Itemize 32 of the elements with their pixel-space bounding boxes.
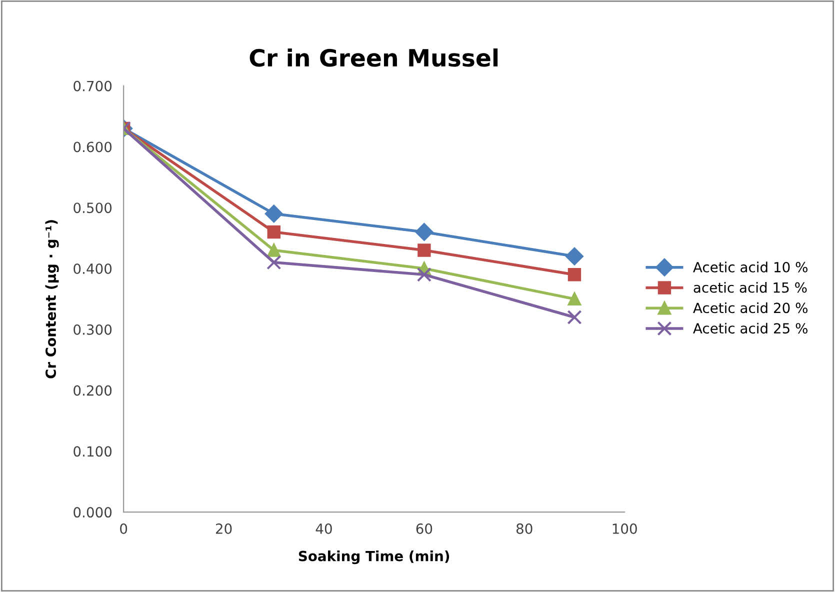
point [567,310,582,325]
y-tick-label: 0.500 [74,202,112,214]
y-axis-title: Cr Content (µg · g⁻¹) [45,220,59,378]
legend-label: acetic acid 15 % [694,282,807,293]
point [415,223,434,241]
x-tick-label: 0 [120,523,128,534]
x-tick-label: 20 [216,523,232,534]
x-tick-label: 60 [416,523,432,534]
y-tick-label: 0.100 [74,446,112,457]
y-tick-label: 0.700 [74,80,112,92]
point [267,244,280,257]
y-tick-label: 0.600 [74,142,112,152]
legend-label: Acetic acid 20 % [693,302,808,314]
point [568,268,582,282]
point [416,267,432,282]
point [267,225,280,239]
y-tick-label: 0.200 [74,385,112,396]
point [266,255,282,270]
chart-title: Cr in Green Mussel [250,48,498,67]
x-tick-label: 100 [612,523,637,534]
legend-label: Acetic acid 25 % [693,322,808,334]
point [568,292,582,306]
y-tick-label: 0.300 [74,324,112,335]
point [264,204,283,223]
y-tick-label: 0.000 [74,507,112,518]
point [566,247,584,266]
y-tick-label: 0.400 [74,263,112,274]
legend-label: Acetic acid 10 % [693,262,808,272]
x-tick-label: 40 [316,523,332,534]
point [418,244,431,257]
x-tick-label: 80 [516,523,532,534]
x-axis-title: Soaking Time (min) [298,550,450,564]
